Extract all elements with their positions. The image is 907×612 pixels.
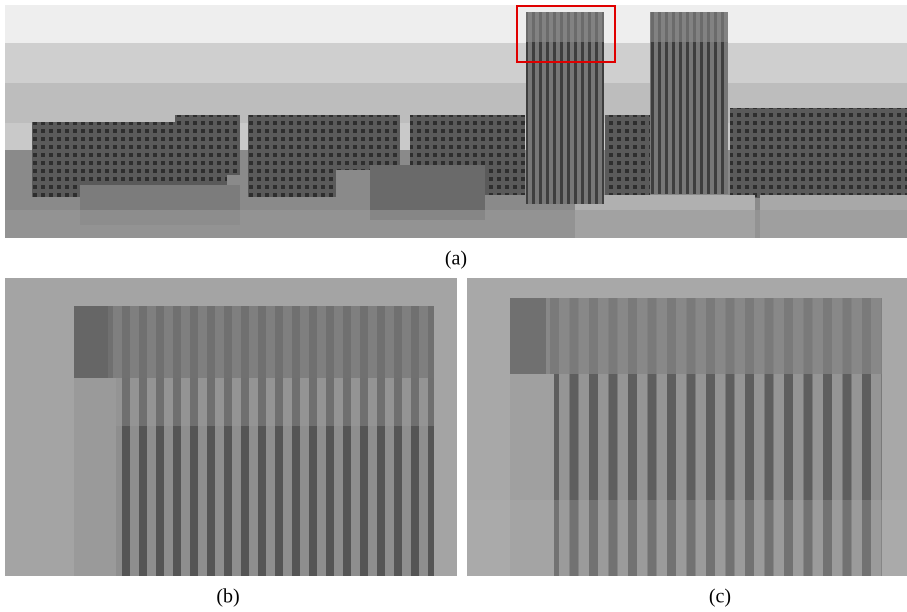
panel-c-image [467, 278, 907, 576]
panel-a-image [5, 5, 907, 238]
panel-b-image [5, 278, 457, 576]
panel-label: (a) [445, 248, 467, 270]
panel-label: (b) [216, 586, 239, 608]
figure: (a) (b) (c) [0, 0, 907, 612]
panel-label: (c) [709, 586, 731, 608]
